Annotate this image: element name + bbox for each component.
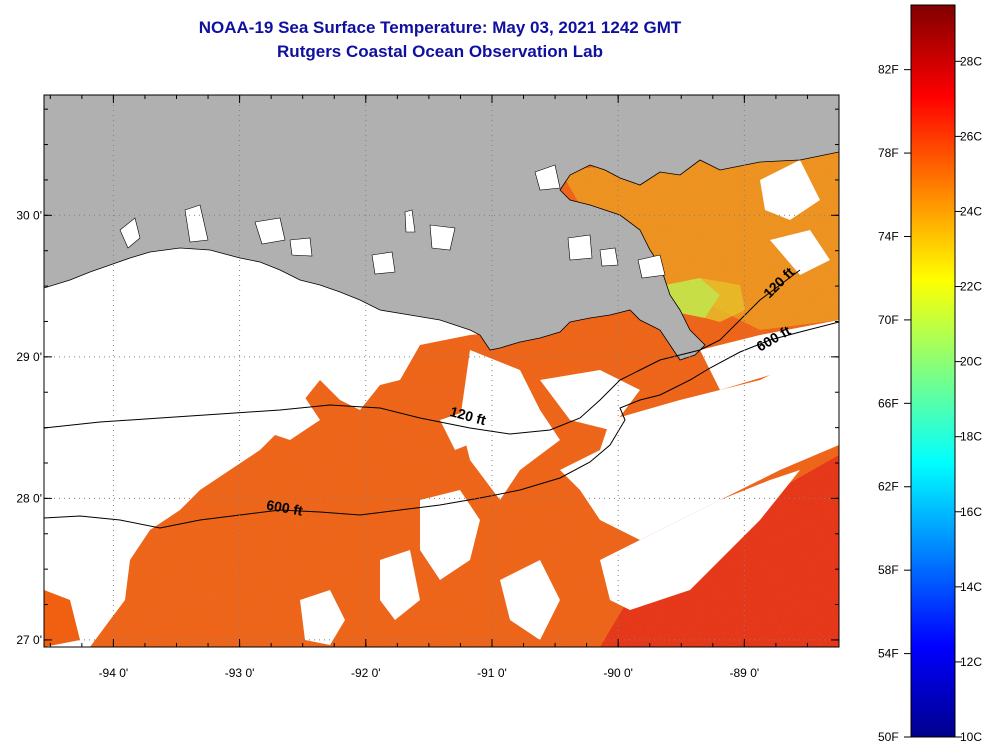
cloud-region — [600, 470, 800, 610]
cloud-region — [700, 320, 839, 390]
graticule — [44, 95, 839, 647]
cloud-region — [250, 390, 320, 440]
colorbar-c-label: 22C — [960, 280, 982, 294]
axis-labels: -94 0' -93 0' -92 0' -91 0' -90 0' -89 0' 27 0… — [16, 208, 759, 680]
colorbar — [910, 4, 956, 738]
map-frame — [43, 94, 840, 648]
lake — [371, 251, 396, 275]
map-title: NOAA-19 Sea Surface Temperature: May 03,… — [198, 18, 682, 37]
contour-label: 600 ft — [265, 497, 304, 519]
colorbar-c-label: 20C — [960, 355, 982, 369]
cloud-region — [440, 410, 480, 450]
cloud-region — [300, 590, 345, 645]
inland-lakes — [119, 164, 666, 279]
colorbar-c-label: 28C — [960, 54, 982, 68]
lake — [289, 237, 313, 257]
lake — [567, 234, 593, 261]
colorbar-c-label: 18C — [960, 430, 982, 444]
cloud-region — [420, 490, 480, 580]
contour-120ft-west — [44, 269, 801, 435]
lake — [429, 224, 456, 251]
colorbar-f-label: 62F — [878, 480, 899, 494]
lat-tick-label: 29 0' — [16, 350, 42, 364]
lon-tick-label: -89 0' — [730, 666, 760, 680]
colorbar-c-label: 26C — [960, 129, 982, 143]
colorbar-f-label: 78F — [878, 146, 899, 160]
colorbar-c-label: 10C — [960, 730, 982, 744]
lat-tick-label: 30 0' — [16, 208, 42, 222]
cloud-region — [770, 230, 830, 275]
colorbar-f-label: 70F — [878, 313, 899, 327]
lake — [637, 254, 666, 279]
colorbar-c-label: 12C — [960, 655, 982, 669]
axis-ticks — [44, 95, 840, 647]
cloud-region — [460, 350, 560, 500]
lon-tick-label: -90 0' — [603, 666, 633, 680]
lon-tick-label: -93 0' — [225, 666, 255, 680]
lat-tick-label: 28 0' — [16, 491, 42, 505]
lon-tick-label: -91 0' — [477, 666, 507, 680]
lake — [534, 164, 561, 191]
colorbar-c-label: 24C — [960, 204, 982, 218]
cloud-region — [380, 550, 420, 620]
cloud-region — [44, 215, 560, 647]
lake — [119, 217, 141, 249]
map-area — [44, 95, 839, 647]
lake — [184, 204, 209, 243]
colorbar-f-label: 58F — [878, 563, 899, 577]
cloud-region — [560, 340, 839, 540]
colorbar-c-label: 14C — [960, 580, 982, 594]
colorbar-c-label: 16C — [960, 505, 982, 519]
colorbar-f-label: 74F — [878, 229, 899, 243]
colorbar-labels: 10C 12C 14C 16C 18C 20C 22C 24C 26C 28C 50F 54F 58F 6… — [878, 54, 982, 744]
lake — [404, 209, 416, 233]
lat-tick-label: 27 0' — [16, 633, 42, 647]
map-subtitle: Rutgers Coastal Ocean Observation Lab — [277, 42, 603, 61]
cloud-mask — [44, 160, 839, 647]
contour-600ft — [44, 321, 839, 529]
lon-tick-label: -92 0' — [351, 666, 381, 680]
cloud-region — [44, 590, 80, 647]
lake — [599, 247, 619, 267]
colorbar-f-label: 54F — [878, 647, 899, 661]
colorbar-f-label: 50F — [878, 730, 899, 744]
lake — [254, 217, 286, 245]
lon-tick-label: -94 0' — [99, 666, 129, 680]
colorbar-f-label: 66F — [878, 396, 899, 410]
colorbar-f-label: 82F — [878, 63, 899, 77]
cloud-region — [760, 160, 820, 220]
cloud-region — [500, 560, 560, 640]
